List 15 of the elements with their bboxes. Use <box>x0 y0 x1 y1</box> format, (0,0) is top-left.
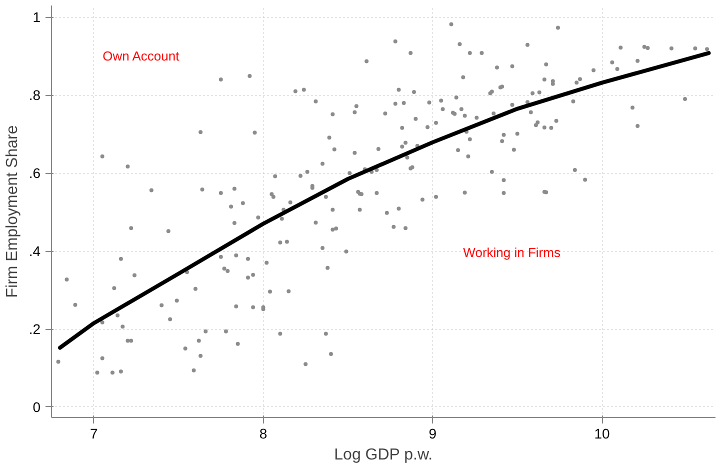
annotation: Working in Firms <box>463 245 561 260</box>
annotation: Own Account <box>102 48 180 64</box>
y-tick-label: .2 <box>28 321 41 338</box>
x-tick-label: 10 <box>594 426 610 442</box>
line-series <box>58 51 711 350</box>
y-tick-label: 0 <box>32 398 41 415</box>
y-tick-label: .8 <box>28 87 41 104</box>
y-tick-label: .4 <box>28 243 41 260</box>
x-tick-label: 8 <box>259 426 268 442</box>
y-axis-title: Firm Employment Share <box>4 125 21 298</box>
x-tick-label: 9 <box>428 426 437 442</box>
x-tick-label: 7 <box>90 426 98 442</box>
y-tick-label: 1 <box>32 9 41 26</box>
x-axis-title: Log GDP p.w. <box>334 446 433 464</box>
y-tick-label: .6 <box>28 165 41 182</box>
